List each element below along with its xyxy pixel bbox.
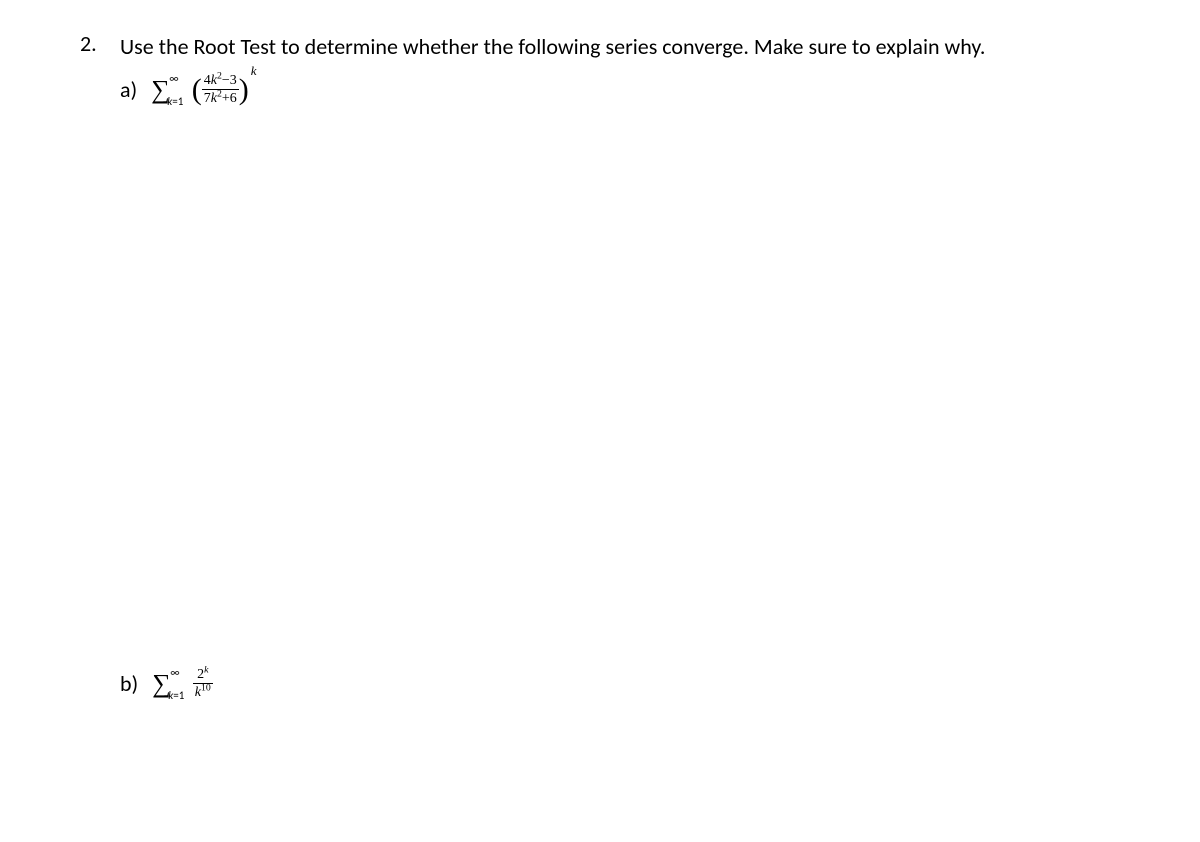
outer-exponent: k bbox=[251, 63, 257, 79]
subpart-a-label: a) bbox=[120, 76, 137, 103]
right-paren: ) bbox=[239, 75, 249, 105]
denominator-b: k10 bbox=[193, 685, 213, 700]
sigma-lower-limit: k=1 bbox=[168, 690, 184, 701]
numerator-a: 4k2−3 bbox=[202, 73, 239, 88]
numerator-b: 2k bbox=[195, 667, 210, 682]
subpart-a-expression: ∞ ∑ k=1 ( 4k2−3 7k2+6 ) k bbox=[151, 73, 256, 107]
left-paren: ( bbox=[192, 75, 202, 105]
sigma-notation: ∞ ∑ k=1 bbox=[152, 671, 171, 697]
subpart-b-label: b) bbox=[120, 670, 138, 697]
fraction-a: 4k2−3 7k2+6 bbox=[202, 73, 239, 107]
subparts-list: a) ∞ ∑ k=1 ( 4k2−3 7k2+6 ) k bbox=[120, 73, 1140, 701]
sigma-lower-limit: k=1 bbox=[167, 96, 183, 107]
sigma-upper-limit: ∞ bbox=[169, 73, 178, 84]
sigma-notation: ∞ ∑ k=1 bbox=[151, 77, 170, 103]
problem-text: Use the Root Test to determine whether t… bbox=[120, 30, 1140, 63]
subpart-b: b) ∞ ∑ k=1 2k k10 bbox=[120, 667, 1140, 701]
denominator-a: 7k2+6 bbox=[202, 91, 239, 106]
problem-body: Use the Root Test to determine whether t… bbox=[120, 30, 1140, 701]
fraction-b: 2k k10 bbox=[193, 667, 213, 701]
problem-number: 2. bbox=[80, 30, 120, 57]
sigma-upper-limit: ∞ bbox=[170, 667, 179, 678]
problem-container: 2. Use the Root Test to determine whethe… bbox=[80, 30, 1140, 701]
subpart-a: a) ∞ ∑ k=1 ( 4k2−3 7k2+6 ) k bbox=[120, 73, 1140, 107]
subpart-b-expression: ∞ ∑ k=1 2k k10 bbox=[152, 667, 213, 701]
